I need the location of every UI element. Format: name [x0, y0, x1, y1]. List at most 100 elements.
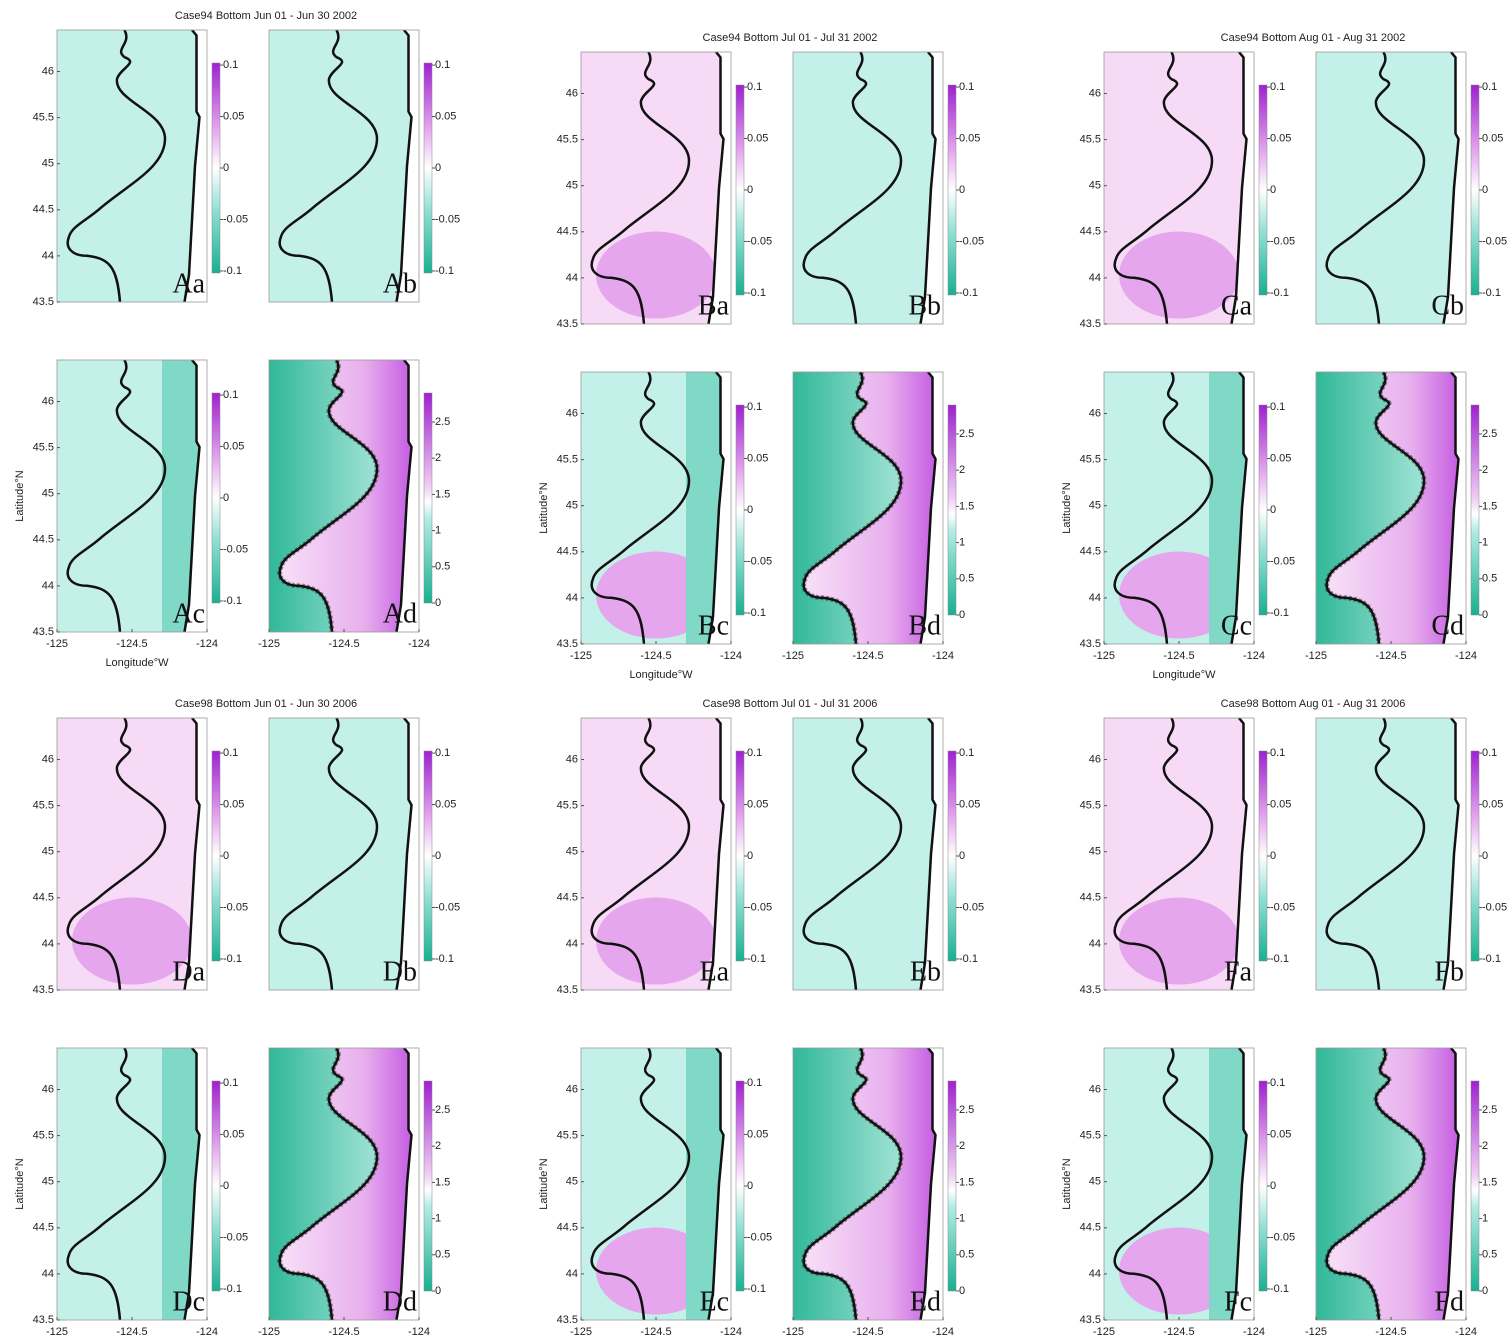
- colorbar-tick-label: 0.05: [1270, 132, 1291, 144]
- colorbar-tick-label: -0.1: [223, 953, 242, 965]
- lat-tick-label: 46: [42, 753, 54, 765]
- colorbar-tick-label: -0.05: [747, 235, 772, 247]
- lat-tick-label: 44: [566, 592, 578, 604]
- colorbar-tick-label: -0.05: [747, 555, 772, 567]
- panel-label: Ab: [383, 268, 417, 299]
- colorbar-tick-label: 0.05: [747, 452, 768, 464]
- map: [57, 30, 207, 302]
- colorbar-tick-label: -0.1: [223, 595, 242, 607]
- map: [581, 1048, 731, 1320]
- lat-tick-label: 44.5: [557, 226, 578, 238]
- colorbar-tick-label: 2.5: [959, 1104, 974, 1116]
- colorbar: [212, 63, 220, 273]
- colorbar-tick-label: 2: [1482, 1140, 1488, 1152]
- map: [581, 718, 731, 990]
- panel-label: Cd: [1431, 610, 1464, 641]
- lon-tick-label: -124.5: [852, 650, 883, 662]
- lon-tick-label: -124: [196, 1326, 218, 1338]
- map: [1316, 718, 1466, 990]
- panel-label: Eb: [910, 956, 941, 987]
- colorbar-tick-label: 0.5: [435, 561, 450, 573]
- colorbar-tick-label: 1: [435, 1212, 441, 1224]
- colorbar-tick-label: 1.5: [959, 500, 974, 512]
- colorbar-tick-label: 0: [747, 504, 753, 516]
- lon-tick-label: -125: [570, 1326, 592, 1338]
- colorbar-tick-label: 2: [435, 452, 441, 464]
- colorbar-tick-label: -0.05: [435, 901, 460, 913]
- colorbar-tick-label: 0.1: [1482, 81, 1497, 93]
- lat-tick-label: 44: [42, 938, 54, 950]
- colorbar-tick-label: 0.05: [959, 798, 980, 810]
- colorbar-tick-label: 0: [223, 850, 229, 862]
- lat-tick-label: 45: [1089, 1176, 1101, 1188]
- map: [793, 1048, 943, 1320]
- colorbar: [1471, 405, 1479, 615]
- lat-tick-label: 46: [1089, 1083, 1101, 1095]
- lon-tick-label: -124: [1455, 650, 1477, 662]
- map: [269, 360, 419, 632]
- colorbar-tick-label: 0: [1270, 184, 1276, 196]
- colorbar-tick-label: 0.1: [1270, 401, 1285, 413]
- lon-tick-label: -124.5: [116, 638, 147, 650]
- colorbar-tick-label: 0.1: [223, 59, 238, 71]
- colorbar-tick-label: -0.05: [1270, 901, 1295, 913]
- colorbar-tick-label: 0: [747, 850, 753, 862]
- lon-tick-label: -124: [720, 1326, 742, 1338]
- colorbar-tick-label: 1.5: [435, 1176, 450, 1188]
- colorbar: [1471, 1081, 1479, 1291]
- y-axis-label: Latitude°N: [1061, 1158, 1073, 1210]
- colorbar-tick-label: -0.1: [1270, 1283, 1289, 1295]
- map-background: [269, 718, 419, 990]
- lat-tick-label: 44.5: [1080, 1222, 1101, 1234]
- lon-tick-label: -124: [196, 638, 218, 650]
- lat-tick-label: 46: [42, 1083, 54, 1095]
- x-axis-label: Longitude°W: [105, 657, 169, 669]
- colorbar-tick-label: -0.1: [223, 265, 242, 277]
- map: [793, 52, 943, 324]
- colorbar-tick-label: 0: [435, 162, 441, 174]
- panel-label: Fd: [1434, 1286, 1464, 1317]
- lat-tick-label: 45.5: [1080, 453, 1101, 465]
- panel-label: Db: [383, 956, 417, 987]
- lat-tick-label: 43.5: [557, 318, 578, 330]
- colorbar-tick-label: 0.05: [223, 1128, 244, 1140]
- lat-tick-label: 45.5: [557, 133, 578, 145]
- lon-tick-label: -124.5: [1375, 1326, 1406, 1338]
- colorbar-tick-label: -0.1: [747, 1283, 766, 1295]
- lat-tick-label: 43.5: [557, 638, 578, 650]
- colorbar-tick-label: 0.5: [1482, 573, 1497, 585]
- colorbar-tick-label: -0.1: [435, 953, 454, 965]
- panel-label: Cc: [1221, 610, 1252, 641]
- colorbar-tick-label: 0: [747, 184, 753, 196]
- lon-tick-label: -125: [258, 1326, 280, 1338]
- colorbar: [212, 751, 220, 961]
- lat-tick-label: 44.5: [33, 204, 54, 216]
- colorbar-tick-label: 0: [747, 1180, 753, 1192]
- map: [581, 52, 731, 324]
- lat-tick-label: 43.5: [1080, 318, 1101, 330]
- lat-tick-label: 44: [566, 272, 578, 284]
- lon-tick-label: -125: [1093, 650, 1115, 662]
- colorbar-tick-label: -0.1: [959, 953, 978, 965]
- panel-label: Ba: [698, 290, 730, 321]
- colorbar: [1471, 751, 1479, 961]
- panel-label: Ac: [172, 598, 205, 629]
- map: [269, 718, 419, 990]
- lon-tick-label: -125: [782, 650, 804, 662]
- colorbar-tick-label: 2.5: [959, 428, 974, 440]
- colorbar-tick-label: 0.1: [1482, 747, 1497, 759]
- colorbar: [424, 393, 432, 603]
- colorbar-tick-label: 0: [959, 1285, 965, 1297]
- map: [1104, 1048, 1254, 1320]
- map: [269, 1048, 419, 1320]
- lat-tick-label: 45: [1089, 846, 1101, 858]
- colorbar-tick-label: 0: [1482, 609, 1488, 621]
- lat-tick-label: 45.5: [33, 111, 54, 123]
- lat-tick-label: 46: [566, 87, 578, 99]
- colorbar-tick-label: 1.5: [435, 488, 450, 500]
- lat-tick-label: 43.5: [1080, 638, 1101, 650]
- colorbar-tick-label: 0: [435, 597, 441, 609]
- colorbar: [424, 1081, 432, 1291]
- colorbar: [424, 63, 432, 273]
- colorbar-tick-label: 0.1: [747, 401, 762, 413]
